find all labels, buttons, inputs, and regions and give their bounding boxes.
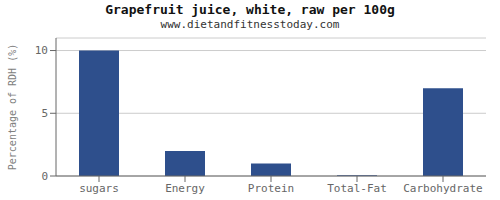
svg-text:sugars: sugars <box>79 182 119 195</box>
svg-text:10: 10 <box>35 44 48 57</box>
svg-text:5: 5 <box>41 107 48 120</box>
svg-text:Total-Fat: Total-Fat <box>327 182 387 195</box>
svg-text:Percentage of RDH (%): Percentage of RDH (%) <box>8 44 18 170</box>
svg-text:0: 0 <box>41 170 48 183</box>
svg-text:Carbohydrate: Carbohydrate <box>403 182 482 195</box>
html-text:Grapefruit juice, white, raw p: Grapefruit juice, white, raw per 100g <box>105 2 395 17</box>
html-text:www.dietandfitnesstoday.com: www.dietandfitnesstoday.com <box>160 18 340 31</box>
svg-text:Protein: Protein <box>248 182 294 195</box>
svg-text:Energy: Energy <box>165 182 205 195</box>
